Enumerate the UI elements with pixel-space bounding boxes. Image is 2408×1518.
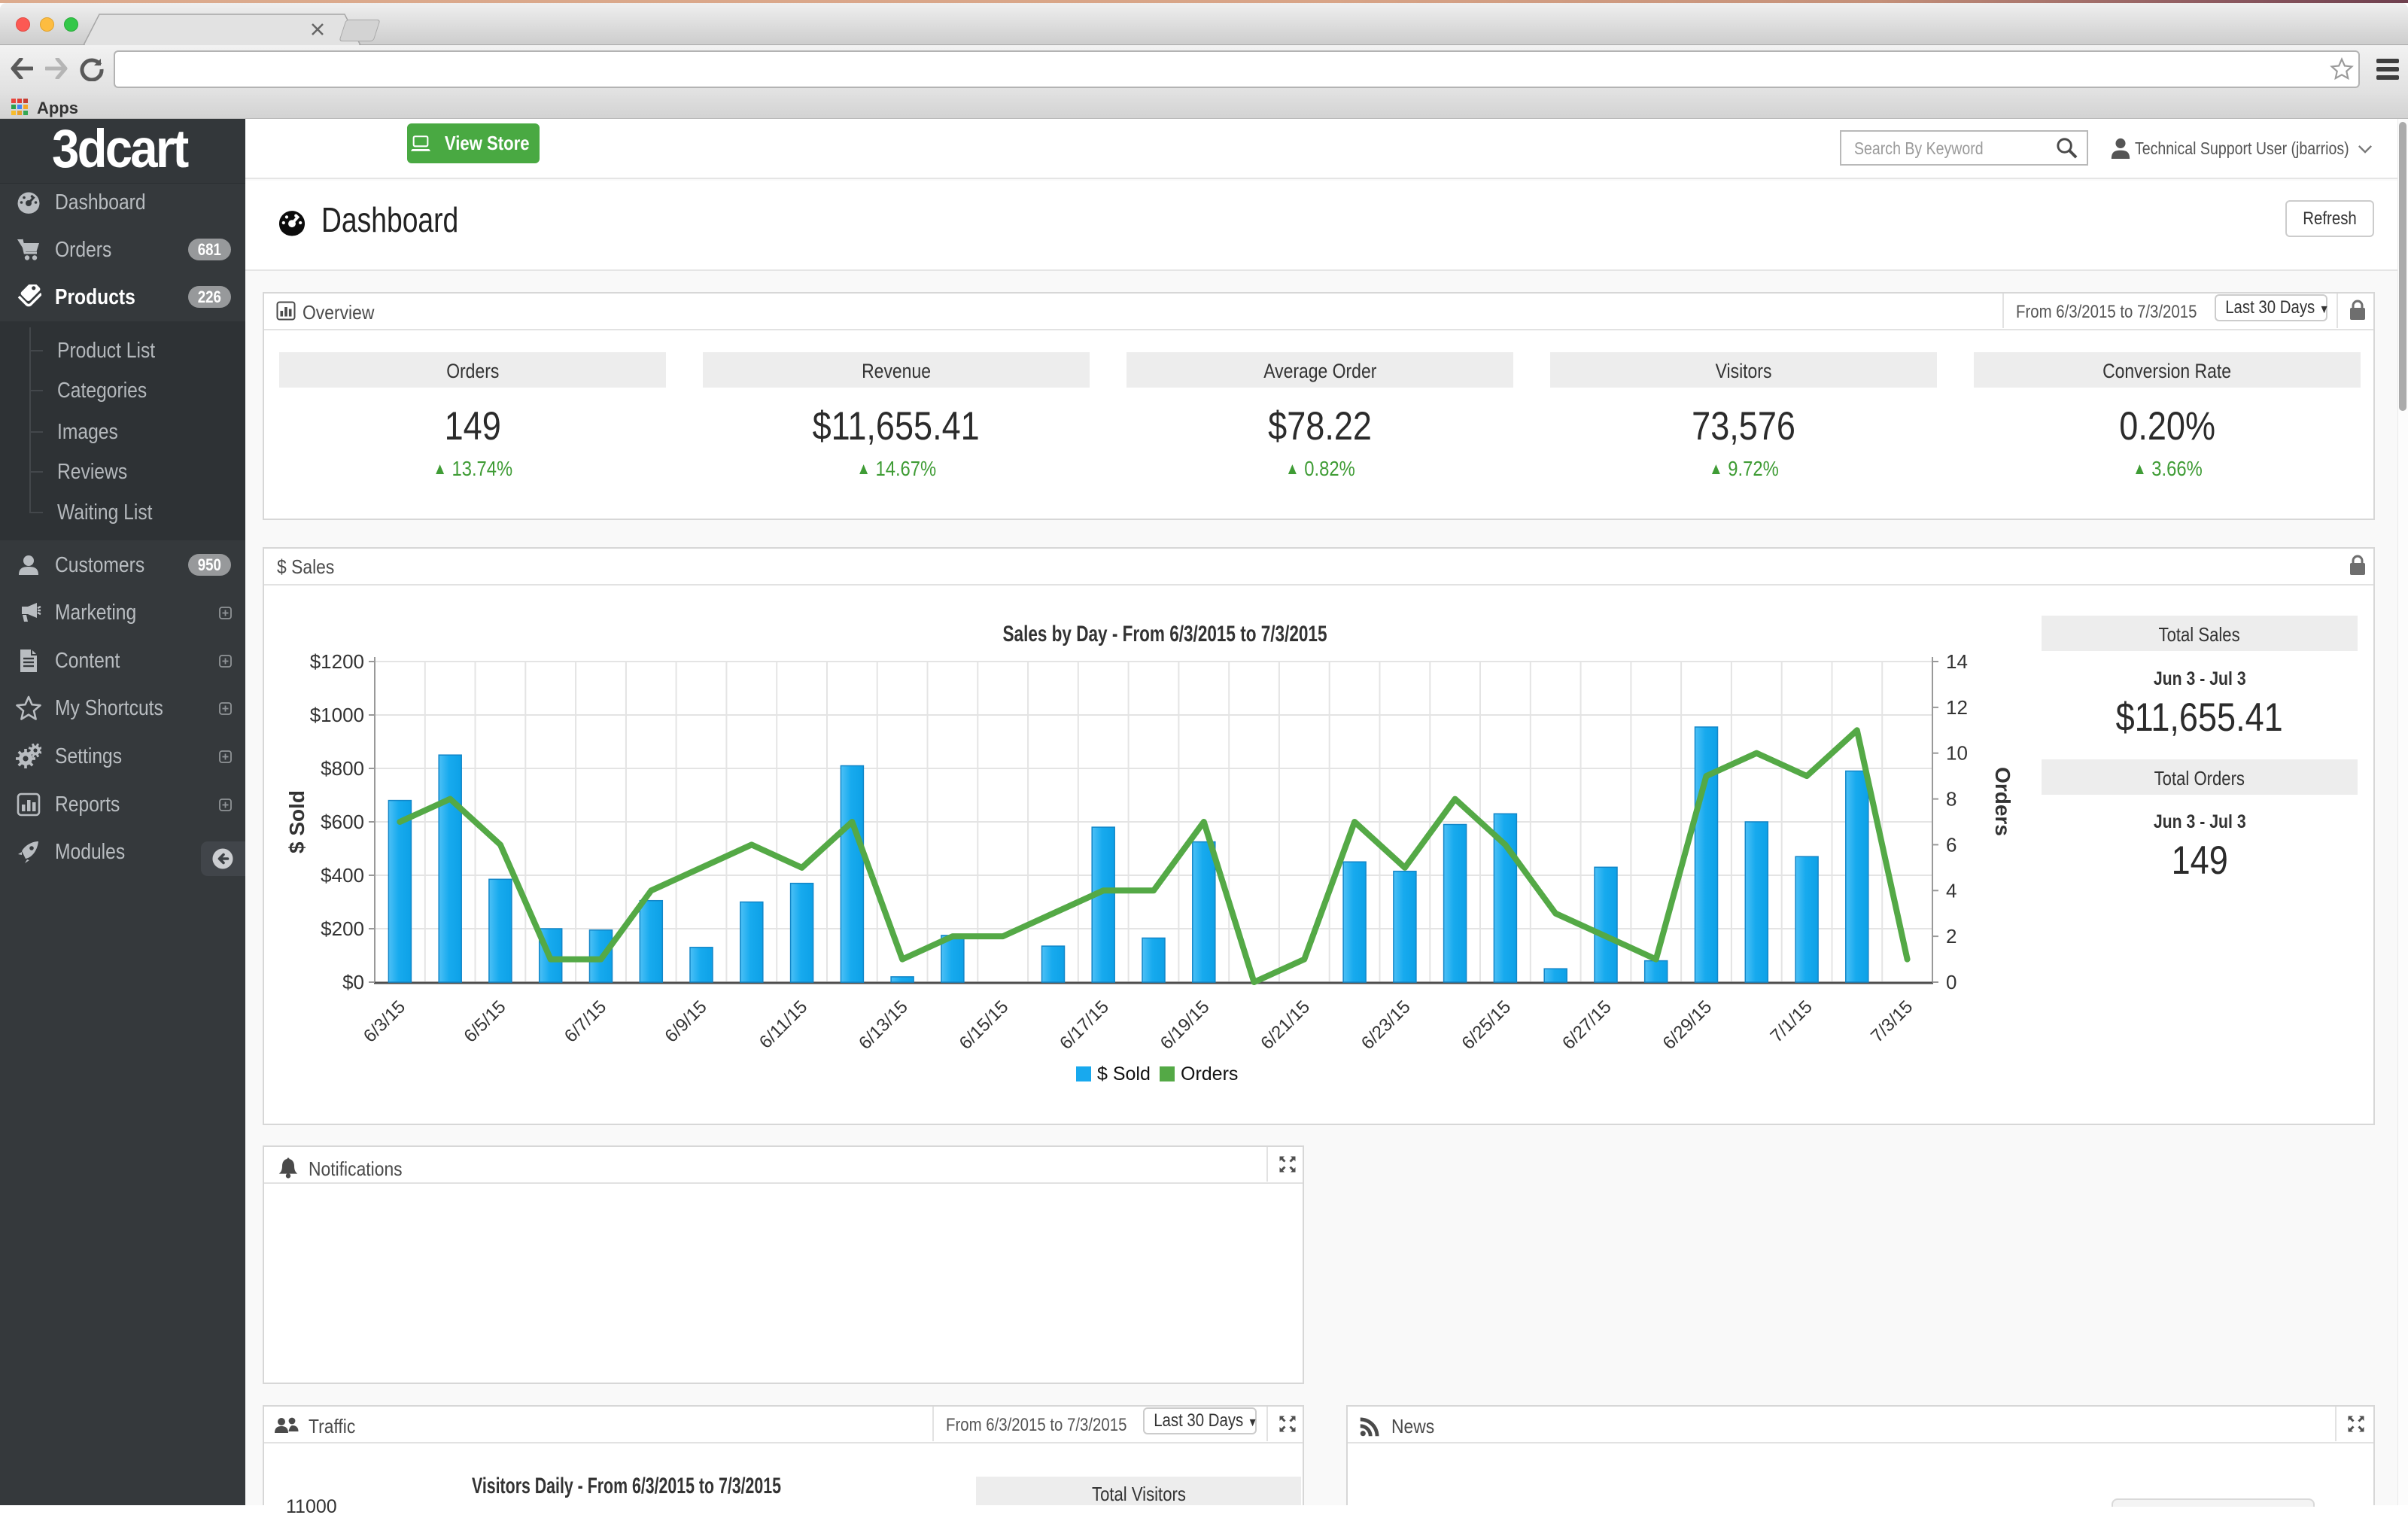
svg-text:6/11/15: 6/11/15 [756, 996, 811, 1052]
svg-text:6/17/15: 6/17/15 [1056, 996, 1113, 1054]
svg-text:$600: $600 [321, 811, 364, 833]
svg-text:Orders: Orders [1991, 767, 2014, 836]
svg-text:14: 14 [1946, 650, 1968, 673]
svg-text:$1200: $1200 [310, 650, 364, 673]
svg-text:$200: $200 [321, 917, 364, 940]
svg-text:4: 4 [1946, 879, 1956, 902]
svg-text:6/7/15: 6/7/15 [561, 996, 610, 1046]
svg-text:6/3/15: 6/3/15 [360, 996, 409, 1046]
svg-text:Sales by Day - From 6/3/2015 t: Sales by Day - From 6/3/2015 to 7/3/2015 [1003, 622, 1327, 646]
svg-text:$1000: $1000 [310, 704, 364, 726]
svg-text:6/27/15: 6/27/15 [1558, 996, 1616, 1054]
svg-text:$ Sold: $ Sold [285, 790, 309, 853]
svg-text:$800: $800 [321, 757, 364, 780]
svg-text:6/25/15: 6/25/15 [1458, 996, 1515, 1054]
svg-text:0: 0 [1946, 971, 1956, 993]
svg-text:6: 6 [1946, 833, 1956, 856]
svg-text:6/9/15: 6/9/15 [661, 996, 710, 1046]
svg-text:6/15/15: 6/15/15 [956, 996, 1013, 1054]
svg-text:6/29/15: 6/29/15 [1659, 996, 1716, 1054]
svg-text:8: 8 [1946, 788, 1956, 811]
svg-text:$ Sold: $ Sold [1097, 1063, 1151, 1085]
svg-text:6/23/15: 6/23/15 [1358, 996, 1415, 1054]
svg-text:6/19/15: 6/19/15 [1157, 996, 1214, 1054]
svg-text:12: 12 [1946, 696, 1968, 719]
svg-text:2: 2 [1946, 925, 1956, 948]
svg-text:10: 10 [1946, 742, 1968, 765]
svg-text:6/13/15: 6/13/15 [855, 996, 912, 1054]
svg-text:$0: $0 [342, 971, 364, 993]
svg-text:6/21/15: 6/21/15 [1257, 996, 1314, 1054]
svg-text:7/1/15: 7/1/15 [1767, 996, 1817, 1046]
svg-text:6/5/15: 6/5/15 [460, 996, 509, 1046]
svg-text:$400: $400 [321, 864, 364, 887]
svg-text:Orders: Orders [1181, 1063, 1238, 1085]
svg-text:7/3/15: 7/3/15 [1867, 996, 1917, 1046]
